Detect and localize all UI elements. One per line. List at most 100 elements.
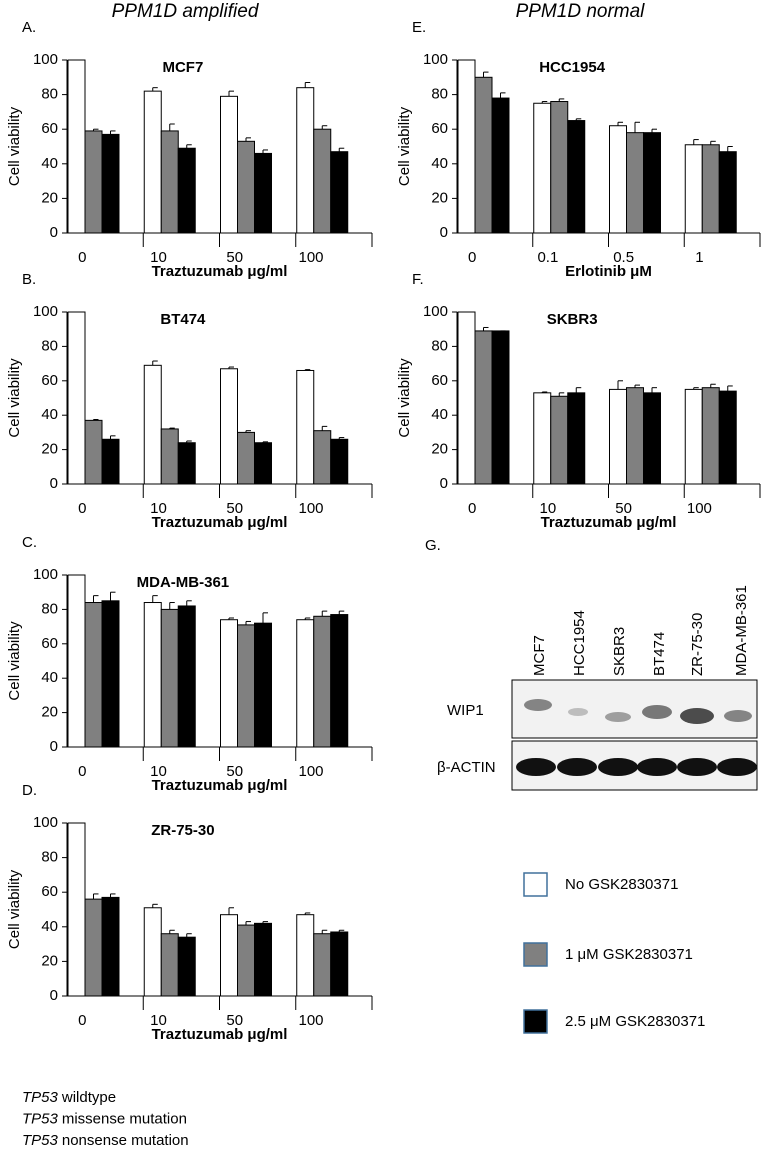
x-tick-label: 50	[226, 763, 243, 780]
legend-label: 1 μM GSK2830371	[565, 946, 693, 963]
y-tick-label: 40	[431, 406, 448, 423]
bar	[67, 59, 86, 234]
y-tick-label: 40	[41, 155, 58, 172]
x-axis-label: Traztuzumab μg/ml	[152, 1026, 288, 1043]
y-tick-label: 0	[50, 738, 58, 755]
y-axis-label: Cell viability	[6, 869, 23, 949]
bar	[684, 388, 703, 485]
x-tick-label: 0	[78, 763, 86, 780]
lane-label: MDA-MB-361	[733, 585, 750, 676]
y-tick-label: 60	[431, 120, 448, 137]
footnote: TP53 missense mutation	[22, 1110, 187, 1127]
gene-name: TP53	[22, 1110, 59, 1127]
bar	[701, 144, 720, 234]
y-axis-label: Cell viability	[6, 621, 23, 701]
footnote-text: missense mutation	[62, 1110, 187, 1127]
y-axis-label: Cell viability	[396, 106, 413, 186]
bar	[330, 614, 349, 748]
y-tick-label: 20	[431, 441, 448, 458]
blot-band	[637, 758, 677, 776]
y-tick-label: 20	[41, 441, 58, 458]
bar	[718, 151, 737, 234]
bar	[177, 442, 196, 485]
footnote-text: wildtype	[61, 1089, 116, 1106]
bar	[254, 922, 272, 997]
bar	[457, 59, 476, 234]
legend-swatch	[523, 942, 548, 967]
blot-band	[598, 758, 638, 776]
blot-band	[516, 758, 556, 776]
bar	[177, 605, 196, 748]
bar	[67, 311, 86, 485]
bar	[237, 431, 255, 485]
bar	[160, 608, 179, 748]
bar	[457, 311, 476, 485]
panel-letter: F.	[412, 271, 424, 288]
blot-band	[568, 708, 588, 716]
blot-band	[605, 712, 631, 722]
bar	[313, 430, 332, 485]
x-tick-label: 50	[615, 500, 632, 517]
bar	[67, 574, 86, 748]
panel-letter: D.	[22, 782, 37, 799]
x-tick-label: 0	[468, 500, 476, 517]
x-tick-label: 100	[298, 500, 323, 517]
chart-title: HCC1954	[539, 59, 606, 76]
bar	[84, 419, 103, 485]
column-header: PPM1D amplified	[112, 1, 260, 22]
y-tick-label: 100	[423, 303, 448, 320]
bar	[330, 438, 349, 485]
bar	[237, 624, 255, 748]
gene-name: TP53	[22, 1089, 59, 1106]
bar	[474, 330, 493, 485]
bar	[177, 147, 196, 234]
bar	[84, 898, 103, 997]
bar	[220, 95, 238, 234]
panel-letter: A.	[22, 19, 36, 36]
y-tick-label: 80	[431, 86, 448, 103]
x-tick-label: 10	[150, 1012, 167, 1029]
y-tick-label: 40	[431, 155, 448, 172]
chart-title: MDA-MB-361	[137, 574, 230, 591]
y-tick-label: 40	[41, 669, 58, 686]
y-tick-label: 60	[41, 372, 58, 389]
bar	[533, 102, 552, 234]
y-tick-label: 0	[440, 224, 448, 241]
bar	[609, 125, 627, 234]
bar	[160, 428, 179, 485]
bar	[313, 128, 332, 234]
x-tick-label: 50	[226, 249, 243, 266]
x-tick-label: 100	[298, 1012, 323, 1029]
blot-row-label: WIP1	[447, 702, 484, 719]
bar	[643, 392, 661, 485]
bar	[220, 619, 238, 748]
y-tick-label: 0	[50, 475, 58, 492]
panel-letter: E.	[412, 19, 426, 36]
legend-swatch	[523, 872, 548, 897]
lane-label: HCC1954	[571, 610, 588, 676]
x-tick-label: 0.1	[537, 249, 558, 266]
western-blot: G. WIP1 β-ACTIN	[425, 537, 758, 791]
x-axis-label: Traztuzumab μg/ml	[152, 514, 288, 531]
x-tick-label: 50	[226, 1012, 243, 1029]
x-tick-label: 10	[150, 763, 167, 780]
blot-band	[717, 758, 757, 776]
legend-swatch	[523, 1009, 548, 1034]
chart-title: MCF7	[162, 59, 203, 76]
blot-band	[524, 699, 552, 711]
bar	[101, 600, 120, 748]
footnote: TP53 nonsense mutation	[22, 1132, 189, 1149]
x-tick-label: 10	[150, 500, 167, 517]
y-tick-label: 40	[41, 406, 58, 423]
x-tick-label: 0	[78, 1012, 86, 1029]
bar	[313, 615, 332, 748]
x-tick-label: 0	[78, 500, 86, 517]
bar	[101, 438, 120, 485]
x-tick-label: 10	[150, 249, 167, 266]
y-axis-label: Cell viability	[6, 106, 23, 186]
bar	[143, 364, 162, 485]
blot-band	[642, 705, 672, 719]
column-header: PPM1D normal	[516, 1, 646, 22]
panel-letter: C.	[22, 534, 37, 551]
